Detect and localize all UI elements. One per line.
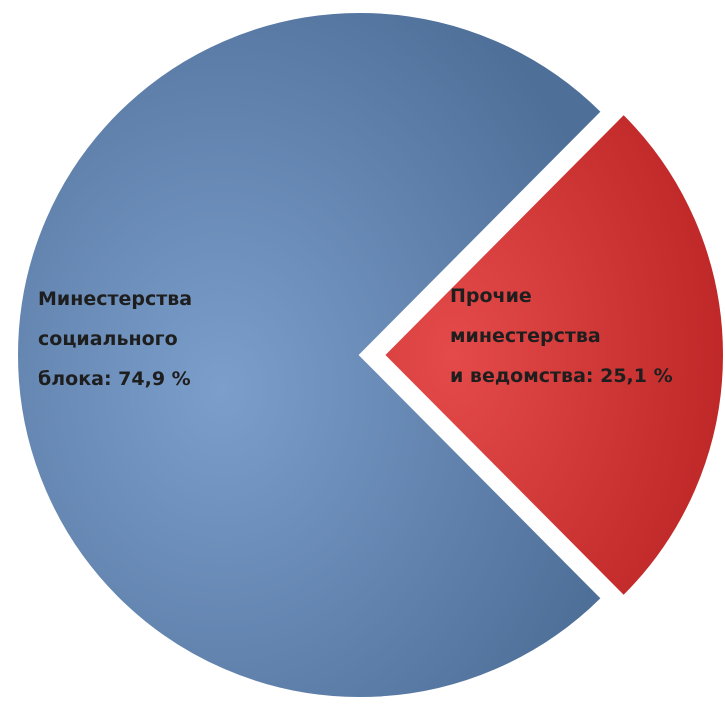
slice-label: Минестерства социального блока: 74,9 % xyxy=(38,288,192,390)
label-line: минестерства xyxy=(450,325,601,347)
label-line: Минестерства xyxy=(38,288,192,310)
label-line: социального xyxy=(38,328,178,350)
label-line: и ведомства: 25,1 % xyxy=(450,365,673,387)
slice-label: Прочие минестерства и ведомства: 25,1 % xyxy=(450,285,673,387)
label-line: Прочие xyxy=(450,285,532,307)
pie-slice xyxy=(16,11,604,699)
label-line: блока: 74,9 % xyxy=(38,368,191,390)
pie-slice xyxy=(382,112,725,598)
